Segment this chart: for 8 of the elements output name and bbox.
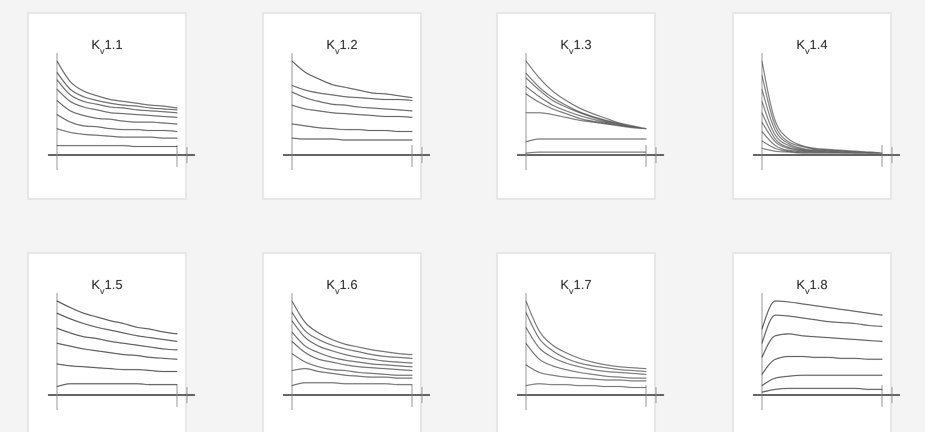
- chart-title: K$_{v}$1.4: [796, 37, 828, 56]
- chart-title: K$_{v}$1.6: [326, 277, 358, 296]
- chart-title: K$_{v}$1.7: [560, 277, 592, 296]
- chart-title: K$_{v}$1.8: [796, 277, 828, 296]
- chart-title: K$_{v}$1.2: [326, 37, 358, 56]
- chart-title: K$_{v}$1.1: [91, 37, 123, 56]
- chart-title: K$_{v}$1.5: [91, 277, 123, 296]
- chart-title: K$_{v}$1.3: [560, 37, 592, 56]
